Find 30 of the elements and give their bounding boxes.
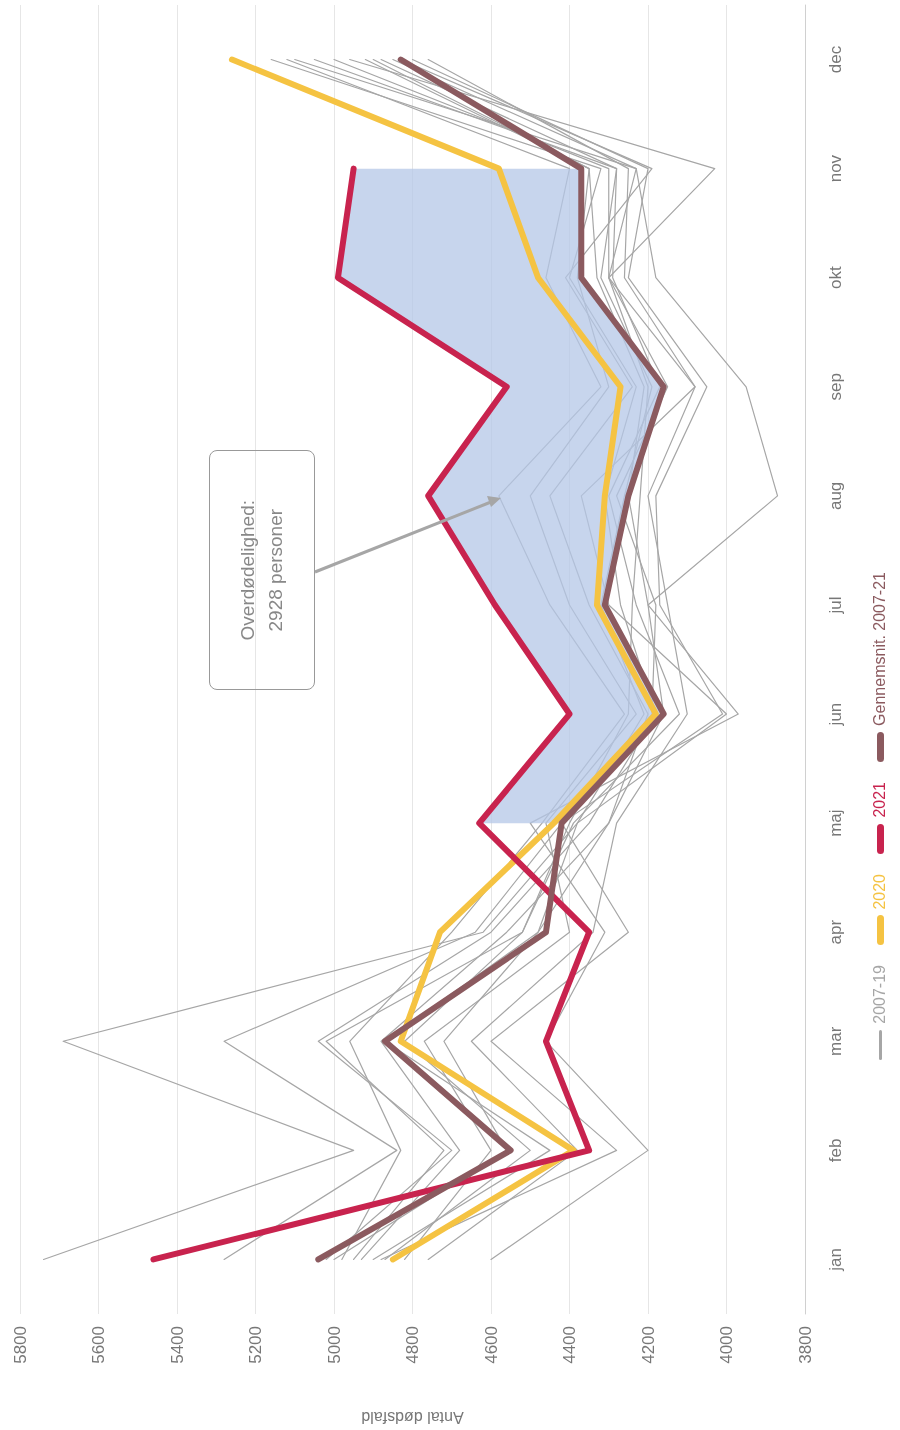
x-tick-label: 4200 xyxy=(638,1326,658,1364)
text: 2021 xyxy=(871,782,889,818)
y-tick-label: sep xyxy=(826,373,845,401)
text: Gennemsnit. 2007-21 xyxy=(871,572,889,727)
y-tick-label: mar xyxy=(826,1026,845,1056)
x-tick-label: 4000 xyxy=(717,1326,736,1364)
x-tick-label: 5600 xyxy=(89,1326,108,1364)
y-tick-label: maj xyxy=(826,809,845,837)
x-tick-label: 5800 xyxy=(10,1326,30,1364)
text: 2007-19 xyxy=(871,965,889,1024)
x-tick-label: 3800 xyxy=(795,1326,815,1364)
x-tick-label: 5000 xyxy=(324,1326,344,1364)
annotation: Overdødelighed: 2928 personer xyxy=(236,499,287,641)
y-tick-label: apr xyxy=(826,919,845,945)
x-tick-label: 4600 xyxy=(481,1326,501,1364)
y-tick-label: jun xyxy=(826,702,845,727)
callout-box: Overdødelighed: 2928 personer xyxy=(209,450,315,690)
y-tick-label: jan xyxy=(826,1248,845,1272)
text: 2020 xyxy=(871,873,889,910)
x-tick-label: 5200 xyxy=(246,1326,265,1364)
y-tick-label: feb xyxy=(826,1138,845,1163)
x-tick-label: 5400 xyxy=(167,1326,187,1364)
y-tick-label: okt xyxy=(826,266,845,290)
x-tick-label: 4800 xyxy=(403,1326,422,1364)
y-tick-label: dec xyxy=(826,45,845,74)
y-tick-label: aug xyxy=(826,481,845,511)
y-tick-label: jul xyxy=(826,596,845,615)
x-tick-label: 4400 xyxy=(560,1326,579,1364)
y-tick-label: nov xyxy=(826,154,845,183)
x-axis-title: Antal dødsfald xyxy=(361,1408,464,1426)
